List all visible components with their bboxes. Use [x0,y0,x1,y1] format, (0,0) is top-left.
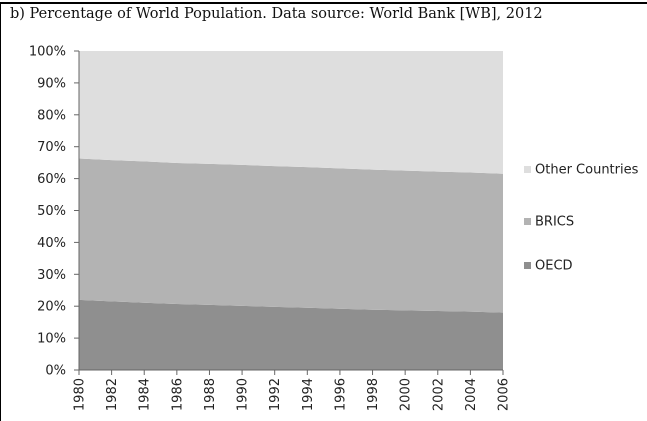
legend-swatch-brics [524,218,531,225]
x-tick-label: 2006 [497,378,512,411]
y-tick-label: 0% [45,364,66,379]
legend-label-oecd: OECD [535,259,573,274]
y-tick-label: 90% [37,76,66,91]
area-other-countries [79,51,503,174]
legend-swatch-other-countries [524,166,531,173]
x-tick-label: 1994 [301,378,316,411]
x-tick-label: 1988 [203,378,218,411]
top-rule [0,2,647,4]
legend-label-other-countries: Other Countries [535,163,639,178]
x-tick-label: 1982 [105,378,120,411]
area-oecd [79,299,503,370]
y-tick-label: 70% [37,140,66,155]
y-tick-label: 30% [37,268,66,283]
y-tick-label: 40% [37,236,66,251]
x-tick-label: 2004 [464,378,479,411]
x-tick-label: 1996 [333,378,348,411]
area-brics [79,158,503,313]
x-tick-label: 2000 [399,378,414,411]
y-tick-label: 80% [37,108,66,123]
legend-label-brics: BRICS [535,215,574,230]
x-tick-label: 2002 [431,378,446,411]
figure-caption: b) Percentage of World Population. Data … [10,6,543,22]
y-tick-label: 20% [37,300,66,315]
x-tick-label: 1998 [366,378,381,411]
y-tick-label: 100% [29,45,66,60]
x-tick-label: 1980 [73,378,88,411]
x-tick-label: 1986 [170,378,185,411]
x-tick-label: 1990 [236,378,251,411]
y-tick-label: 50% [37,204,66,219]
y-tick-label: 60% [37,172,66,187]
y-tick-label: 10% [37,332,66,347]
legend-swatch-oecd [524,262,531,269]
x-tick-label: 1984 [138,378,153,411]
x-tick-label: 1992 [268,378,283,411]
left-rule [0,2,1,421]
